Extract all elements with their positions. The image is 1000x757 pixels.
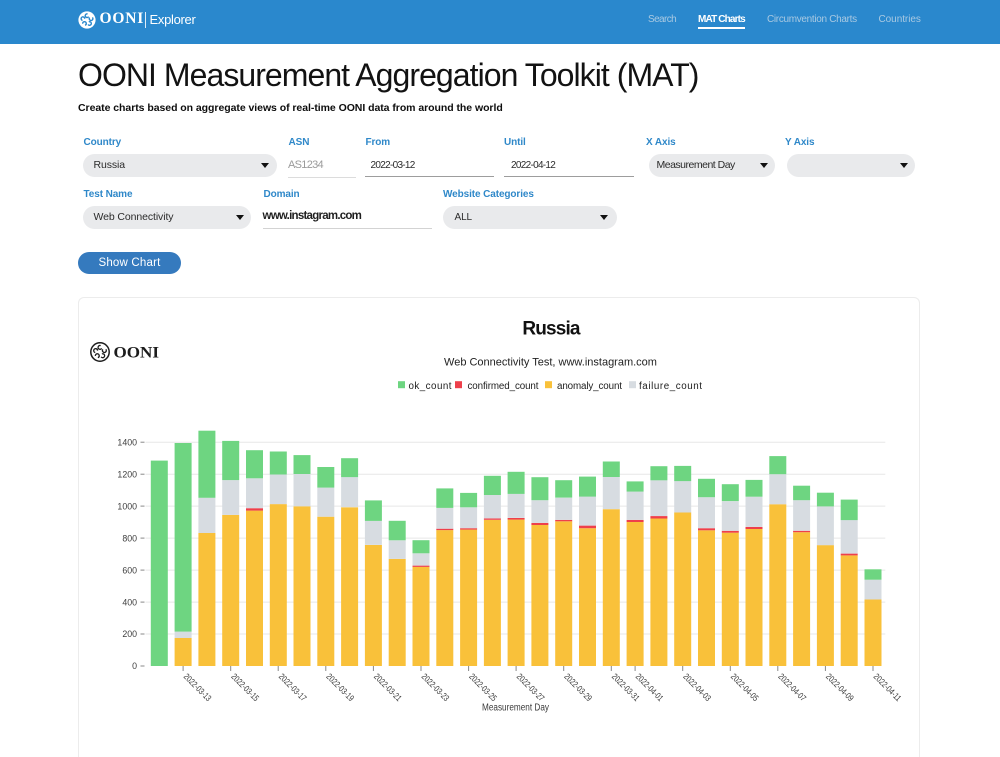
svg-text:2022-03-21: 2022-03-21 xyxy=(372,671,404,703)
svg-text:0: 0 xyxy=(132,661,137,671)
svg-text:Russia: Russia xyxy=(522,319,580,340)
svg-text:1400: 1400 xyxy=(117,437,137,447)
svg-text:Web Connectivity Test, www.ins: Web Connectivity Test, www.instagram.com xyxy=(444,357,657,369)
svg-text:2022-03-13: 2022-03-13 xyxy=(182,671,214,703)
svg-text:2022-03-29: 2022-03-29 xyxy=(562,671,594,703)
svg-text:2022-03-17: 2022-03-17 xyxy=(277,671,309,703)
svg-text:200: 200 xyxy=(122,629,137,639)
svg-text:2022-04-05: 2022-04-05 xyxy=(729,671,761,703)
svg-text:2022-03-19: 2022-03-19 xyxy=(324,671,356,703)
svg-text:1200: 1200 xyxy=(117,469,137,479)
svg-text:confirmed_count: confirmed_count xyxy=(468,381,539,392)
svg-text:ok_count: ok_count xyxy=(409,381,452,392)
svg-text:2022-03-23: 2022-03-23 xyxy=(420,671,452,703)
svg-text:anomaly_count: anomaly_count xyxy=(557,381,622,392)
svg-text:400: 400 xyxy=(122,597,137,607)
svg-text:2022-04-07: 2022-04-07 xyxy=(776,671,808,703)
svg-text:2022-03-15: 2022-03-15 xyxy=(229,671,261,703)
svg-text:OONI: OONI xyxy=(114,345,160,362)
svg-text:600: 600 xyxy=(122,565,137,575)
svg-text:2022-04-11: 2022-04-11 xyxy=(872,671,904,703)
svg-text:800: 800 xyxy=(122,533,137,543)
svg-text:2022-04-09: 2022-04-09 xyxy=(824,671,856,703)
svg-text:2022-04-03: 2022-04-03 xyxy=(681,671,713,703)
svg-text:2022-03-25: 2022-03-25 xyxy=(467,671,499,703)
svg-text:1000: 1000 xyxy=(117,501,137,511)
svg-text:2022-03-27: 2022-03-27 xyxy=(515,671,547,703)
svg-text:Measurement Day: Measurement Day xyxy=(482,703,549,714)
svg-text:failure_count: failure_count xyxy=(639,381,702,392)
